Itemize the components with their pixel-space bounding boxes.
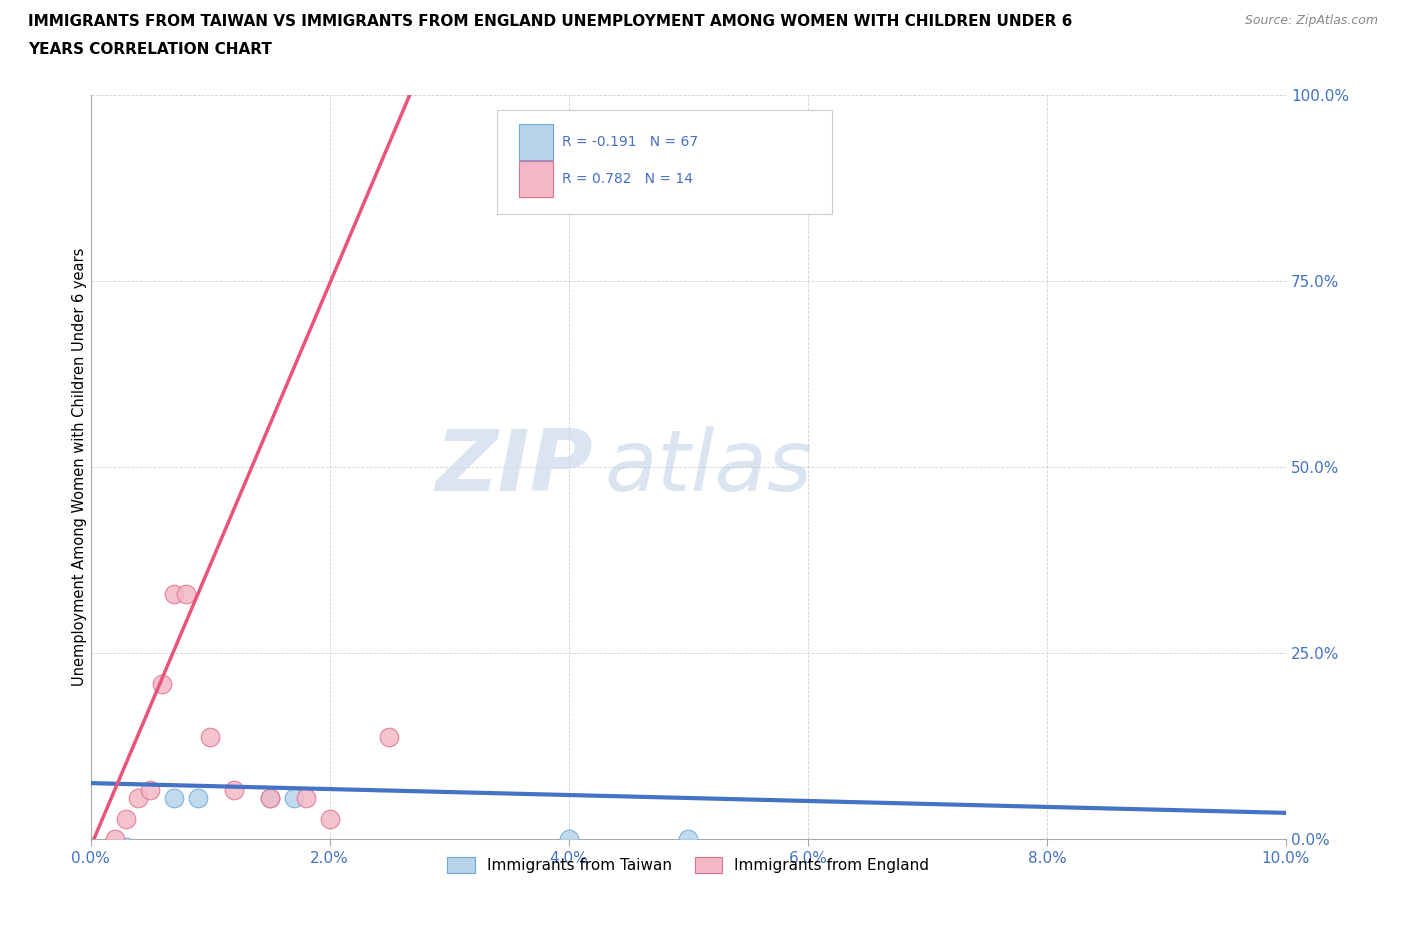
Point [211, 794, 233, 809]
Point [246, 794, 269, 809]
Legend: Immigrants from Taiwan, Immigrants from England: Immigrants from Taiwan, Immigrants from … [441, 851, 935, 880]
FancyBboxPatch shape [498, 111, 832, 214]
Point [307, 787, 329, 802]
Text: ZIP: ZIP [434, 426, 593, 509]
Point [91, 794, 114, 809]
Point [115, 802, 138, 817]
Point [354, 794, 377, 809]
Point [139, 802, 162, 817]
Point [115, 794, 138, 809]
Point [211, 802, 233, 817]
Point [498, 794, 520, 809]
Text: YEARS CORRELATION CHART: YEARS CORRELATION CHART [28, 42, 271, 57]
Point [91, 809, 114, 824]
Point [150, 794, 173, 809]
Point [127, 787, 149, 802]
Point [534, 802, 557, 817]
Point [222, 794, 245, 809]
Point [163, 311, 186, 325]
Point [318, 802, 340, 817]
Point [91, 787, 114, 802]
Point [174, 787, 197, 802]
Point [198, 794, 221, 809]
Point [222, 668, 245, 683]
Point [235, 802, 257, 817]
Point [558, 757, 581, 772]
Point [127, 683, 149, 698]
Point [139, 794, 162, 809]
Y-axis label: Unemployment Among Women with Children Under 6 years: Unemployment Among Women with Children U… [72, 248, 87, 686]
Point [127, 794, 149, 809]
Point [198, 571, 221, 586]
Point [294, 683, 316, 698]
Point [150, 474, 173, 489]
Point [139, 809, 162, 824]
Point [222, 787, 245, 802]
Point [187, 683, 209, 698]
Point [115, 809, 138, 824]
Text: Source: ZipAtlas.com: Source: ZipAtlas.com [1244, 14, 1378, 27]
Point [139, 787, 162, 802]
Point [174, 802, 197, 817]
Point [139, 668, 162, 683]
Point [259, 683, 281, 698]
Text: atlas: atlas [605, 426, 813, 509]
Point [378, 571, 401, 586]
Point [127, 794, 149, 809]
Text: R = 0.782   N = 14: R = 0.782 N = 14 [561, 172, 693, 186]
Point [103, 802, 125, 817]
Point [1036, 802, 1059, 817]
Point [174, 311, 197, 325]
Point [270, 794, 292, 809]
Point [1156, 794, 1178, 809]
Point [163, 794, 186, 809]
Point [163, 683, 186, 698]
Point [103, 809, 125, 824]
Point [797, 794, 820, 809]
Point [127, 802, 149, 817]
Point [366, 787, 388, 802]
Point [163, 802, 186, 817]
Point [103, 794, 125, 809]
Point [115, 772, 138, 787]
Point [103, 787, 125, 802]
Point [342, 794, 364, 809]
Point [187, 794, 209, 809]
Point [378, 794, 401, 809]
Point [198, 779, 221, 794]
Point [402, 794, 425, 809]
Point [150, 787, 173, 802]
Point [115, 720, 138, 735]
Point [318, 720, 340, 735]
Point [103, 757, 125, 772]
Point [91, 794, 114, 809]
FancyBboxPatch shape [519, 124, 553, 160]
Point [439, 802, 461, 817]
Point [917, 794, 939, 809]
Point [115, 794, 138, 809]
Point [103, 779, 125, 794]
Point [1251, 802, 1274, 817]
Point [235, 794, 257, 809]
Point [150, 802, 173, 817]
Text: IMMIGRANTS FROM TAIWAN VS IMMIGRANTS FROM ENGLAND UNEMPLOYMENT AMONG WOMEN WITH : IMMIGRANTS FROM TAIWAN VS IMMIGRANTS FRO… [28, 14, 1073, 29]
Point [463, 794, 485, 809]
Point [283, 683, 305, 698]
Point [737, 794, 759, 809]
Point [678, 757, 700, 772]
Point [127, 809, 149, 824]
Point [617, 802, 640, 817]
Point [294, 794, 316, 809]
Point [91, 802, 114, 817]
Point [115, 787, 138, 802]
Text: R = -0.191   N = 67: R = -0.191 N = 67 [561, 135, 697, 149]
FancyBboxPatch shape [519, 161, 553, 197]
Point [259, 683, 281, 698]
